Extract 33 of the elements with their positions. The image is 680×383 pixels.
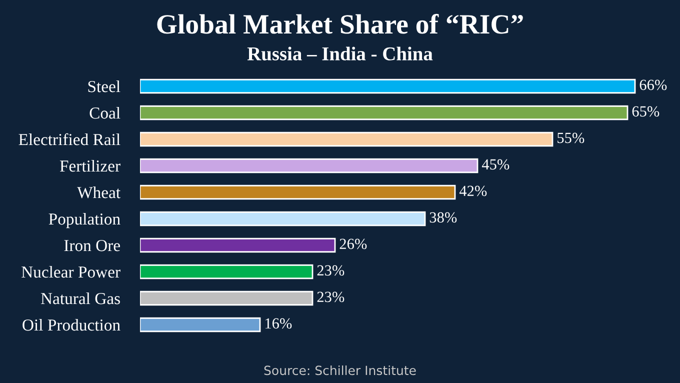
bar xyxy=(140,238,336,253)
chart-title: Global Market Share of “RIC” xyxy=(157,14,523,34)
data-label: 23% xyxy=(317,265,344,276)
y-tick-label: Coal xyxy=(90,106,120,119)
y-tick-label: Natural Gas xyxy=(40,292,120,304)
y-tick-label: Steel xyxy=(88,80,120,92)
y-tick-label: Fertilizer xyxy=(60,160,120,172)
source-note: Source: Schiller Institute xyxy=(264,365,416,376)
bar xyxy=(140,105,628,120)
data-label: 26% xyxy=(340,238,367,250)
data-label: 45% xyxy=(482,159,510,170)
bar xyxy=(140,184,456,200)
y-tick-label: Population xyxy=(48,212,120,228)
bar xyxy=(140,158,478,174)
y-tick-label: Oil Production xyxy=(22,318,120,331)
data-label: 16% xyxy=(266,318,292,329)
bar xyxy=(140,317,261,332)
bar xyxy=(140,78,636,94)
data-label: 65% xyxy=(632,106,660,117)
bar xyxy=(140,290,314,306)
y-tick-label: Nuclear Power xyxy=(22,266,120,278)
data-label: 38% xyxy=(430,212,457,223)
bar xyxy=(140,211,426,226)
bar xyxy=(140,132,554,147)
data-label: 66% xyxy=(640,80,667,90)
bar xyxy=(140,264,314,280)
data-label: 42% xyxy=(459,186,487,196)
y-tick-label: Electrified Rail xyxy=(18,133,120,146)
data-label: 23% xyxy=(317,292,344,302)
data-label: 55% xyxy=(558,132,584,144)
chart-subtitle: Russia – India - China xyxy=(247,46,433,60)
y-tick-label: Iron Ore xyxy=(64,240,120,252)
y-tick-label: Wheat xyxy=(77,186,120,198)
